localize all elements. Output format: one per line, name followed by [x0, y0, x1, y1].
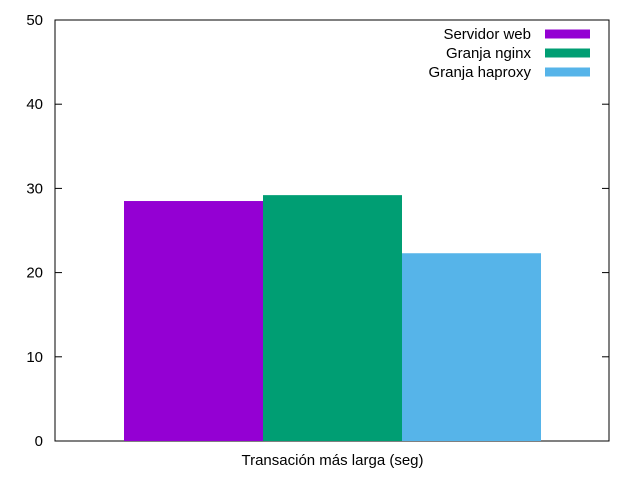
y-tick-label: 40 — [26, 96, 43, 113]
legend-label: Granja haproxy — [428, 64, 531, 81]
x-category-label: Transación más larga (seg) — [241, 452, 423, 469]
legend-label: Granja nginx — [446, 45, 532, 62]
legend-swatch — [545, 67, 590, 77]
bar-granja-haproxy — [402, 253, 541, 441]
bar-granja-nginx — [263, 195, 402, 441]
legend: Servidor web Granja nginx Granja haproxy — [428, 26, 590, 81]
legend-swatch — [545, 29, 590, 39]
legend-label: Servidor web — [443, 26, 531, 43]
bar-servidor-web — [124, 201, 263, 441]
y-tick-label: 20 — [26, 265, 43, 282]
y-tick-label: 30 — [26, 180, 43, 197]
y-tick-label: 0 — [35, 433, 43, 450]
y-tick-label: 50 — [26, 12, 43, 29]
category-labels: Transación más larga (seg) — [241, 452, 423, 469]
bars-group — [124, 195, 541, 441]
y-tick-label: 10 — [26, 349, 43, 366]
legend-swatch — [545, 48, 590, 58]
ticks-group: 0 10 20 30 40 50 — [26, 12, 609, 450]
